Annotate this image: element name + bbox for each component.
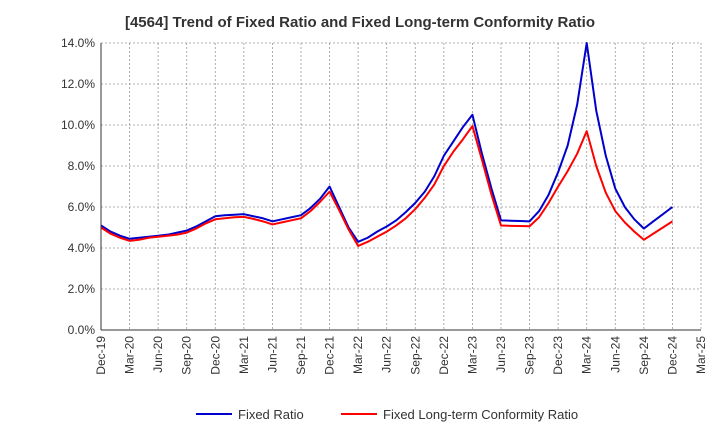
x-tick-label: Sep-23 — [523, 336, 537, 375]
x-tick-label: Mar-24 — [580, 336, 594, 374]
x-tick-label: Dec-22 — [437, 336, 451, 375]
legend-label: Fixed Long-term Conformity Ratio — [383, 407, 578, 422]
x-tick-label: Sep-24 — [637, 336, 651, 375]
series-line-fixed-ratio — [100, 42, 674, 243]
x-tick-label: Sep-22 — [408, 336, 422, 375]
x-tick-label: Sep-20 — [180, 336, 194, 375]
x-tick-label: Mar-25 — [694, 336, 708, 374]
x-tick-label: Dec-21 — [323, 336, 337, 375]
y-tick-label: 12.0% — [61, 77, 95, 91]
axis-layer: 0.0% 2.0% 4.0% 6.0% 8.0% 10.0% 12.0% 14.0% Dec-1… — [61, 36, 708, 375]
x-tick-label: Dec-24 — [665, 336, 679, 375]
x-tick-label: Mar-20 — [123, 336, 137, 374]
x-tick-label: Jun-20 — [151, 336, 165, 373]
x-tick-label: Dec-20 — [208, 336, 222, 375]
x-tick-label: Dec-19 — [94, 336, 108, 375]
y-tick-label: 10.0% — [61, 118, 95, 132]
x-tick-label: Mar-23 — [465, 336, 479, 374]
y-tick-label: 6.0% — [68, 200, 96, 214]
grid-layer — [101, 42, 702, 330]
y-tick-label: 4.0% — [68, 241, 96, 255]
x-tick-label: Jun-24 — [608, 336, 622, 373]
chart-title: [4564] Trend of Fixed Ratio and Fixed Lo… — [124, 14, 596, 31]
series-layer — [100, 42, 674, 247]
y-tick-label: 14.0% — [61, 36, 95, 50]
legend-label: Fixed Ratio — [238, 407, 304, 422]
x-tick-label: Mar-21 — [237, 336, 251, 374]
legend: Fixed Ratio Fixed Long-term Conformity Ra… — [196, 407, 578, 422]
y-tick-label: 0.0% — [68, 323, 96, 337]
x-tick-label: Sep-21 — [294, 336, 308, 375]
x-tick-label: Mar-22 — [351, 336, 365, 374]
y-tick-label: 8.0% — [68, 159, 96, 173]
x-tick-label: Jun-22 — [380, 336, 394, 373]
x-tick-label: Jun-21 — [265, 336, 279, 373]
x-tick-label: Dec-23 — [551, 336, 565, 375]
y-tick-label: 2.0% — [68, 282, 96, 296]
x-tick-label: Jun-23 — [494, 336, 508, 373]
series-line-fixed-long-term-conformity-ratio — [100, 125, 673, 247]
